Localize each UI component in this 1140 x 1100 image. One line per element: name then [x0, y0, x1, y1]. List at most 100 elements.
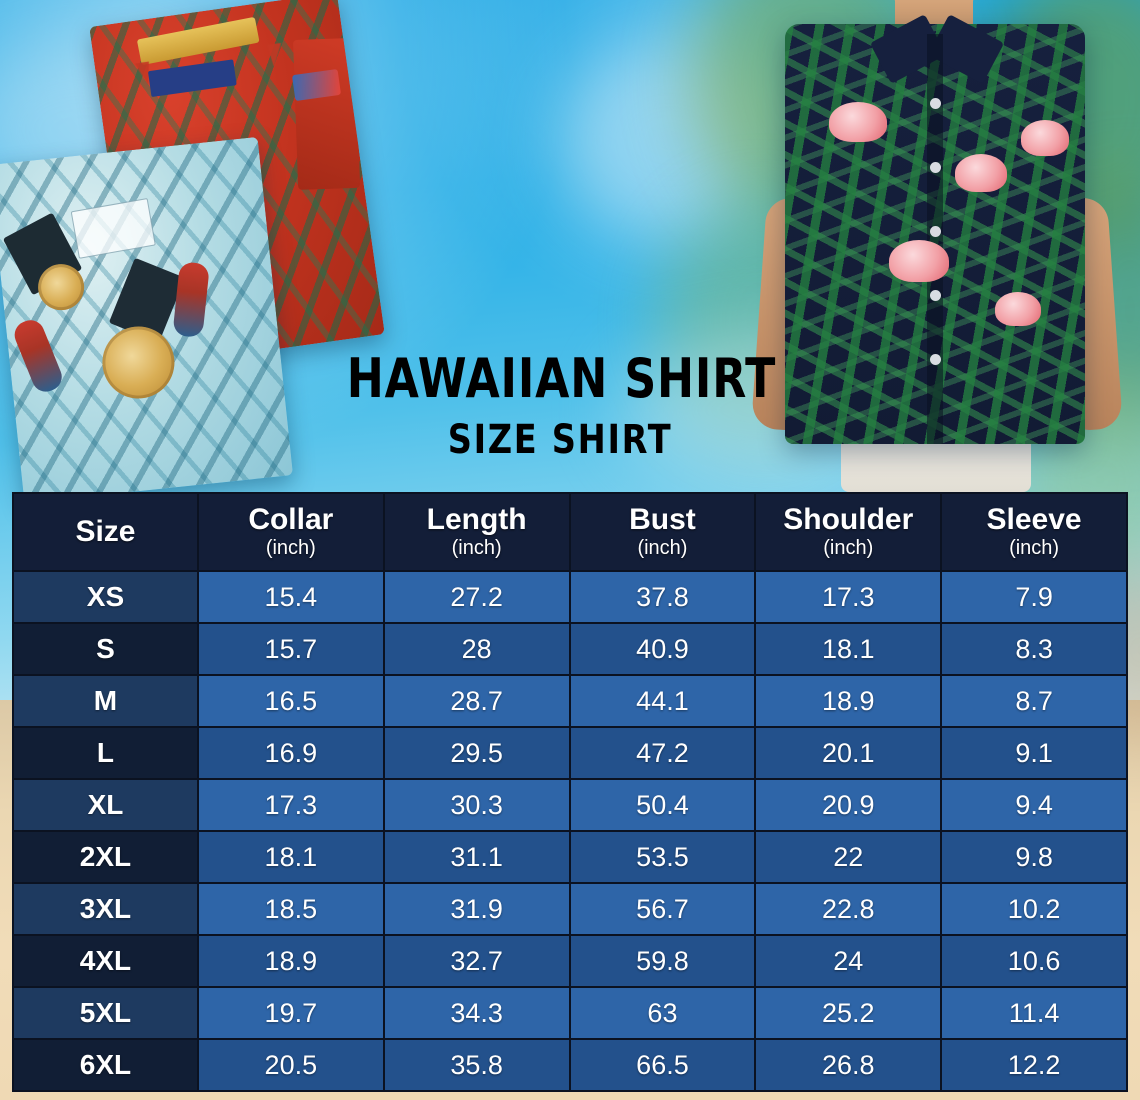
parrot-motif	[172, 261, 210, 339]
bust-cell: 40.9	[570, 624, 755, 674]
header-row: Size Collar (inch) Length (inch) Bust (i…	[14, 494, 1126, 570]
table-row: 2XL 18.1 31.1 53.5 22 9.8	[14, 832, 1126, 882]
flamingo-motif	[1021, 120, 1069, 156]
column-header-unit: (inch)	[823, 537, 874, 560]
table-row: XL 17.3 30.3 50.4 20.9 9.4	[14, 780, 1126, 830]
size-cell: S	[14, 624, 197, 674]
length-cell: 28.7	[384, 676, 569, 726]
table-row: 3XL 18.5 31.9 56.7 22.8 10.2	[14, 884, 1126, 934]
length-cell: 30.3	[384, 780, 569, 830]
flamingo-motif	[829, 102, 887, 142]
shirt-sleeve	[293, 37, 361, 190]
column-header-unit: (inch)	[265, 537, 316, 560]
shoulder-cell: 24	[756, 936, 941, 986]
size-cell: XS	[14, 572, 197, 622]
sleeve-cell: 8.7	[942, 676, 1126, 726]
sleeve-cell: 9.4	[942, 780, 1126, 830]
column-header-unit: (inch)	[637, 537, 688, 560]
collar-cell: 16.5	[198, 676, 383, 726]
shirt-button	[930, 98, 941, 109]
size-cell: XL	[14, 780, 197, 830]
collar-cell: 15.7	[198, 624, 383, 674]
table-body: XS 15.4 27.2 37.8 17.3 7.9 S 15.7 28 40.9 18.1 8.3 M…	[14, 572, 1126, 1090]
bust-cell: 50.4	[570, 780, 755, 830]
collar-cell: 15.4	[198, 572, 383, 622]
column-header-label: Collar	[248, 502, 334, 536]
size-cell: M	[14, 676, 197, 726]
size-cell: 4XL	[14, 936, 197, 986]
length-cell: 27.2	[384, 572, 569, 622]
hibiscus-flower	[98, 322, 178, 403]
collar-cell: 18.9	[198, 936, 383, 986]
table-row: XS 15.4 27.2 37.8 17.3 7.9	[14, 572, 1126, 622]
bust-cell: 47.2	[570, 728, 755, 778]
sleeve-cell: 8.3	[942, 624, 1126, 674]
shoulder-cell: 25.2	[756, 988, 941, 1038]
collar-cell: 17.3	[198, 780, 383, 830]
column-header-unit: (inch)	[1009, 537, 1060, 560]
shirt-button	[930, 290, 941, 301]
length-cell: 32.7	[384, 936, 569, 986]
size-chart-table: Size Collar (inch) Length (inch) Bust (i…	[12, 492, 1128, 1092]
column-header-label: Length	[426, 502, 527, 536]
table-row: 5XL 19.7 34.3 63 25.2 11.4	[14, 988, 1126, 1038]
size-cell: 5XL	[14, 988, 197, 1038]
flamingo-motif	[889, 240, 949, 282]
shoulder-cell: 17.3	[756, 572, 941, 622]
sleeve-cell: 10.2	[942, 884, 1126, 934]
column-header-unit: (inch)	[451, 537, 502, 560]
bust-cell: 56.7	[570, 884, 755, 934]
length-cell: 31.1	[384, 832, 569, 882]
shirt-button	[930, 354, 941, 365]
sleeve-cell: 7.9	[942, 572, 1126, 622]
shirt-placket	[927, 34, 943, 444]
title-block: HAWAIIAN SHIRT SIZE SHIRT	[300, 347, 820, 461]
model-photo	[745, 0, 1140, 492]
size-cell: 6XL	[14, 1040, 197, 1090]
size-cell: L	[14, 728, 197, 778]
bust-cell: 59.8	[570, 936, 755, 986]
column-header-label: Sleeve	[986, 502, 1082, 536]
bust-cell: 44.1	[570, 676, 755, 726]
table-row: S 15.7 28 40.9 18.1 8.3	[14, 624, 1126, 674]
shirt-pocket	[70, 197, 156, 259]
length-cell: 29.5	[384, 728, 569, 778]
shoulder-cell: 22.8	[756, 884, 941, 934]
shoulder-cell: 18.9	[756, 676, 941, 726]
length-cell: 28	[384, 624, 569, 674]
column-header-label: Bust	[629, 502, 696, 536]
page-title: HAWAIIAN SHIRT	[346, 347, 777, 410]
size-cell: 3XL	[14, 884, 197, 934]
bust-cell: 66.5	[570, 1040, 755, 1090]
sleeve-cell: 11.4	[942, 988, 1126, 1038]
sleeve-cell: 10.6	[942, 936, 1126, 986]
collar-cell: 18.5	[198, 884, 383, 934]
table-row: 6XL 20.5 35.8 66.5 26.8 12.2	[14, 1040, 1126, 1090]
column-header-label: Shoulder	[783, 502, 914, 536]
parrot-motif	[10, 316, 66, 396]
sleeve-cell: 12.2	[942, 1040, 1126, 1090]
column-header-label: Size	[75, 514, 136, 548]
collar-cell: 18.1	[198, 832, 383, 882]
flamingo-motif	[995, 292, 1041, 326]
folded-shirt-blue	[0, 136, 294, 504]
model-hawaiian-shirt	[785, 14, 1085, 444]
table-header: Size Collar (inch) Length (inch) Bust (i…	[14, 494, 1126, 570]
shoulder-cell: 26.8	[756, 1040, 941, 1090]
bust-cell: 63	[570, 988, 755, 1038]
column-header-collar: Collar (inch)	[198, 494, 383, 570]
sleeve-cell: 9.1	[942, 728, 1126, 778]
shirt-button	[930, 226, 941, 237]
column-header-size: Size	[14, 494, 197, 570]
shoulder-cell: 22	[756, 832, 941, 882]
shirt-button	[930, 162, 941, 173]
table-row: 4XL 18.9 32.7 59.8 24 10.6	[14, 936, 1126, 986]
collar-cell: 20.5	[198, 1040, 383, 1090]
collar-cell: 19.7	[198, 988, 383, 1038]
shoulder-cell: 20.9	[756, 780, 941, 830]
collar-cell: 16.9	[198, 728, 383, 778]
shoulder-cell: 18.1	[756, 624, 941, 674]
sleeve-cell: 9.8	[942, 832, 1126, 882]
size-chart-table-wrapper: Size Collar (inch) Length (inch) Bust (i…	[12, 492, 1128, 1092]
